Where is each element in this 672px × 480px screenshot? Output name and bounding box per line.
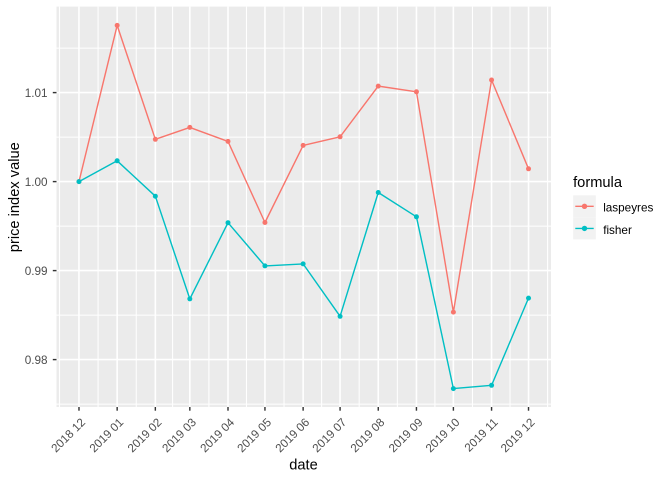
svg-text:1.01: 1.01	[25, 87, 48, 100]
svg-text:0.98: 0.98	[25, 354, 48, 367]
svg-text:formula: formula	[573, 175, 623, 191]
svg-text:price index value: price index value	[7, 142, 23, 252]
svg-text:date: date	[289, 458, 318, 474]
svg-text:fisher: fisher	[603, 224, 632, 237]
svg-text:0.99: 0.99	[25, 265, 48, 278]
svg-text:laspeyres: laspeyres	[603, 201, 653, 214]
svg-text:1.00: 1.00	[25, 176, 48, 189]
